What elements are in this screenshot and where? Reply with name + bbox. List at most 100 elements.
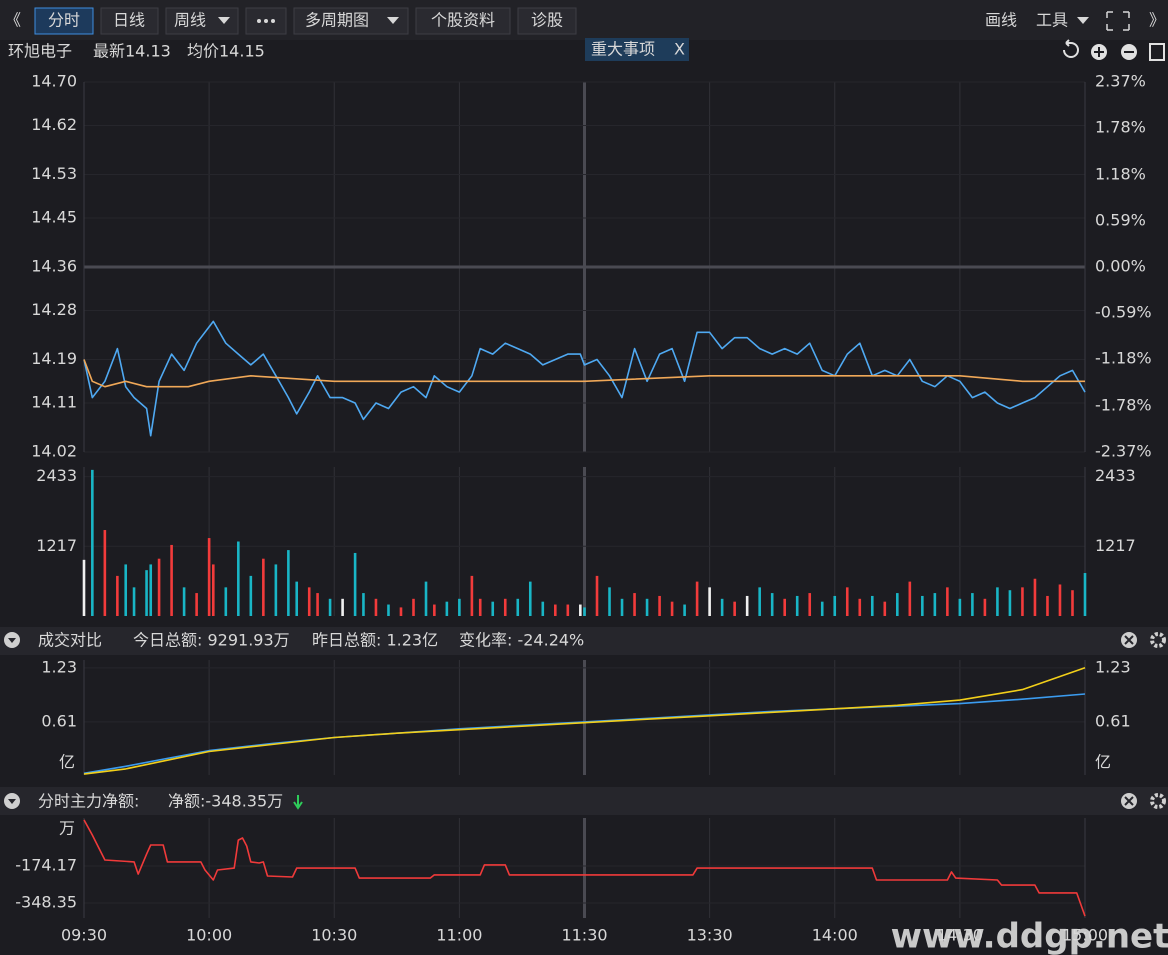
volume-bar bbox=[341, 598, 344, 616]
volume-bar bbox=[808, 593, 812, 616]
stock-name: 环旭电子 bbox=[8, 42, 72, 61]
volume-bar bbox=[316, 593, 319, 616]
volume-bar bbox=[1071, 590, 1074, 616]
volume-bar bbox=[478, 598, 482, 616]
volume-bar bbox=[295, 581, 299, 616]
fullscreen-icon[interactable] bbox=[1106, 11, 1130, 31]
y-tick-label: 1217 bbox=[36, 536, 77, 555]
volume-bar bbox=[491, 601, 495, 616]
x-tick-label: 11:00 bbox=[436, 926, 482, 945]
y-tick-label: 14.02 bbox=[31, 442, 77, 461]
plus bbox=[1094, 47, 1104, 57]
tab[interactable]: 个股资料 bbox=[431, 11, 495, 30]
volume-bar bbox=[946, 587, 949, 616]
series-line bbox=[83, 667, 1086, 775]
volume-bar bbox=[870, 595, 874, 616]
volume-bar bbox=[528, 581, 532, 616]
plots: 14.70 14.62 14.53 14.45 14.36 14.28 14.19 14.11… bbox=[15, 72, 1151, 945]
y2-tick-label: 0.59% bbox=[1095, 210, 1146, 229]
series-line bbox=[83, 693, 1086, 775]
average-price: 均价14.15 bbox=[187, 42, 265, 61]
panel-title: 分时主力净额: bbox=[38, 792, 139, 811]
panel-title: 成交对比 bbox=[38, 631, 102, 650]
draw-button[interactable]: 画线 bbox=[985, 11, 1017, 30]
x-tick-label: 10:00 bbox=[186, 926, 232, 945]
y-tick-label: 0.61 bbox=[41, 711, 77, 730]
volume-bar bbox=[921, 595, 924, 616]
tools-button[interactable]: 工具 bbox=[1036, 11, 1068, 30]
events-label[interactable]: 重大事项 bbox=[591, 40, 655, 59]
tab-bg[interactable] bbox=[415, 7, 511, 35]
tab[interactable]: 周线 bbox=[174, 11, 206, 30]
tab-active[interactable] bbox=[34, 7, 94, 35]
dot bbox=[257, 19, 261, 23]
change-rate: 变化率: -24.24% bbox=[459, 631, 584, 650]
x-tick-label: 14:30 bbox=[937, 926, 983, 945]
volume-bar bbox=[91, 469, 94, 616]
volume-bar bbox=[933, 593, 937, 616]
y2-tick-label: -2.37% bbox=[1095, 442, 1152, 461]
settings-icon[interactable] bbox=[1150, 632, 1166, 648]
triangle bbox=[8, 638, 16, 643]
down-arrow bbox=[293, 795, 303, 810]
legend-today: 今日总额: 9291.93万 bbox=[133, 631, 290, 650]
tab[interactable]: 日线 bbox=[113, 11, 145, 30]
events-button[interactable] bbox=[585, 38, 689, 61]
volume-bar bbox=[307, 587, 311, 616]
settings-icon[interactable] bbox=[1150, 793, 1166, 809]
y2-tick-label: -0.59% bbox=[1095, 303, 1152, 322]
tab-bg[interactable] bbox=[100, 7, 159, 35]
volume-bar bbox=[883, 601, 887, 616]
x-tick-label: 14:00 bbox=[812, 926, 858, 945]
volume-bar bbox=[1033, 578, 1037, 616]
volume-bar bbox=[328, 598, 332, 616]
volume-bar bbox=[103, 530, 107, 616]
volume-bar bbox=[399, 607, 403, 616]
volume-bar bbox=[458, 598, 461, 616]
tab-bg[interactable] bbox=[293, 7, 409, 35]
more-button[interactable] bbox=[245, 7, 287, 35]
volume-bar bbox=[157, 558, 161, 616]
tab[interactable]: 多周期图 bbox=[305, 11, 369, 30]
volume-bar bbox=[670, 601, 674, 616]
volume-bar bbox=[262, 558, 265, 616]
forward-button[interactable]: 》 bbox=[1149, 11, 1165, 30]
events-close[interactable]: X bbox=[674, 40, 685, 59]
volume-bar bbox=[145, 570, 148, 616]
y-tick-label-right: 2433 bbox=[1095, 466, 1136, 485]
volume-bar bbox=[633, 593, 636, 616]
volume-bar bbox=[996, 587, 999, 616]
series-line bbox=[83, 819, 1086, 917]
y2-tick-label: 1.18% bbox=[1095, 164, 1146, 183]
volume-bar bbox=[353, 552, 357, 616]
volume-bar bbox=[124, 564, 128, 616]
y-tick-label: 14.19 bbox=[31, 349, 77, 368]
y-tick-label: -174.17 bbox=[15, 856, 77, 875]
x bbox=[1124, 635, 1134, 645]
volume-bar bbox=[195, 593, 198, 616]
volume-bar bbox=[758, 587, 761, 616]
side-icon[interactable] bbox=[1149, 43, 1165, 61]
tab-bg[interactable] bbox=[517, 7, 577, 35]
y-tick-label: 14.36 bbox=[31, 257, 77, 276]
dot bbox=[271, 19, 275, 23]
back-button[interactable]: 《 bbox=[5, 11, 21, 30]
panel-header bbox=[0, 787, 1168, 815]
volume-bar bbox=[695, 581, 699, 616]
volume-bar bbox=[424, 581, 428, 616]
y-tick-label: 14.28 bbox=[31, 300, 77, 319]
y2-tick-label: -1.18% bbox=[1095, 349, 1152, 368]
volume-bar bbox=[583, 607, 586, 616]
volume-bar bbox=[1046, 595, 1049, 616]
tab[interactable]: 分时 bbox=[48, 11, 80, 30]
volume-bar bbox=[132, 587, 136, 616]
tab[interactable]: 诊股 bbox=[531, 11, 563, 30]
volume-bar bbox=[433, 604, 436, 616]
reset-icon[interactable] bbox=[1063, 39, 1079, 58]
volume-bar bbox=[683, 604, 686, 616]
volume-bar bbox=[733, 601, 736, 616]
volume-bar bbox=[516, 598, 520, 616]
y-tick-label-right: 0.61 bbox=[1095, 711, 1131, 730]
